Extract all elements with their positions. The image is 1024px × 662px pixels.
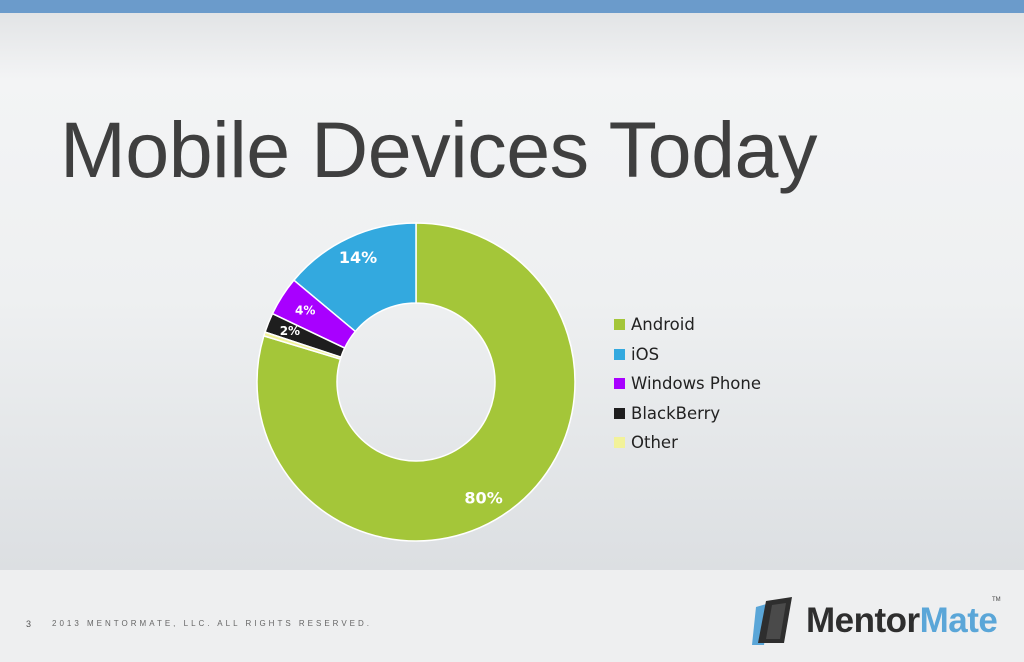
logo-wordmark: MentorMate: [806, 601, 998, 641]
mentormate-logo: MentorMate TM: [752, 595, 1006, 647]
page-number: 3: [26, 619, 32, 629]
legend-label: iOS: [631, 344, 660, 364]
data-label-ios: 14%: [339, 248, 377, 267]
top-accent-bar: [0, 0, 1024, 13]
legend-item-other: Other: [614, 428, 761, 458]
data-label-windows-phone: 4%: [295, 304, 315, 318]
slide-title: Mobile Devices Today: [60, 105, 817, 194]
copyright-text: 2013 MENTORMATE, LLC. ALL RIGHTS RESERVE…: [52, 619, 372, 628]
legend-item-windows-phone: Windows Phone: [614, 369, 761, 399]
logo-wordmark-mentor: Mentor: [806, 601, 920, 640]
legend-item-ios: iOS: [614, 340, 761, 370]
logo-wordmark-mate: Mate: [919, 601, 998, 640]
legend-swatch: [614, 378, 625, 390]
mentormate-logo-mark-icon: [752, 597, 792, 645]
data-label-android: 80%: [464, 489, 502, 508]
donut-slice-windows-phone: [271, 279, 357, 350]
donut-slice-other: [262, 331, 342, 361]
legend-swatch: [614, 348, 625, 360]
legend-swatch: [614, 407, 625, 419]
donut-slice-ios: [292, 222, 417, 333]
legend-swatch: [614, 437, 625, 449]
logo-trademark: TM: [992, 597, 1001, 603]
footer-band: [0, 570, 1024, 662]
legend-label: Android: [631, 315, 695, 335]
donut-slice-blackberry: [264, 312, 346, 359]
legend-label: Other: [631, 433, 678, 453]
legend-label: BlackBerry: [631, 403, 721, 423]
data-label-blackberry: 2%: [280, 324, 300, 338]
chart-legend: Android iOS Windows Phone BlackBerry Oth…: [614, 310, 761, 458]
legend-item-blackberry: BlackBerry: [614, 399, 761, 429]
legend-label: Windows Phone: [631, 374, 762, 394]
legend-item-android: Android: [614, 310, 761, 340]
donut-slice-android: [256, 222, 576, 542]
legend-swatch: [614, 319, 625, 331]
